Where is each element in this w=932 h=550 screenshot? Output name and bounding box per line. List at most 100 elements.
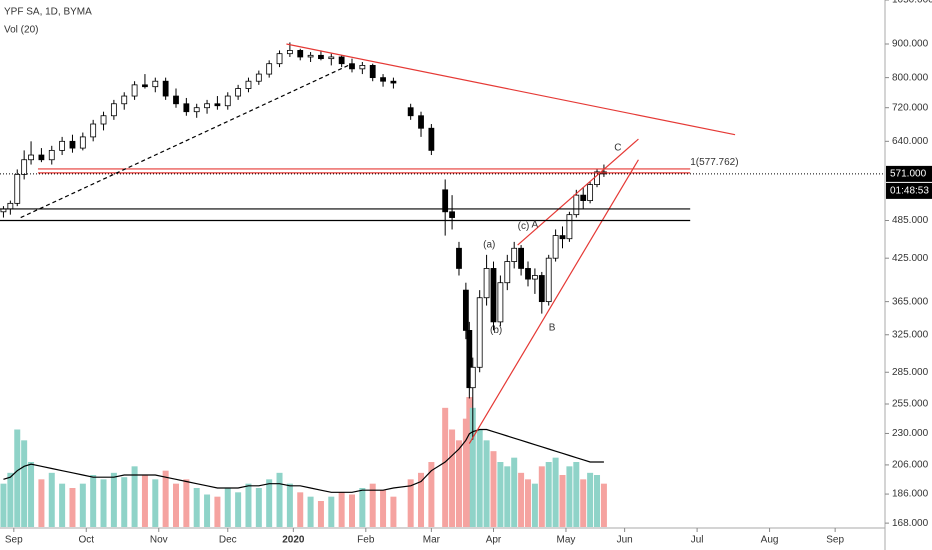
candle-body	[559, 235, 566, 240]
x-tick-label: Sep	[826, 535, 844, 546]
volume-bar	[369, 483, 376, 527]
volume-bar	[266, 479, 273, 527]
y-tick-label: 230.000	[892, 428, 929, 439]
y-tick-label: 365.000	[892, 296, 929, 307]
candle-body	[490, 268, 497, 323]
candle-body	[462, 289, 469, 331]
trend-line	[286, 43, 736, 136]
volume-bar	[0, 483, 7, 527]
y-tick-label: 800.000	[892, 72, 929, 83]
annotation: A	[531, 219, 538, 230]
y-tick-label: 168.000	[892, 518, 929, 529]
volume-bar	[173, 483, 179, 527]
volume-bar	[455, 440, 462, 527]
candle-body	[307, 54, 314, 58]
volume-bar	[141, 475, 148, 527]
volume-bar	[48, 472, 55, 527]
annotation: B	[549, 322, 556, 333]
y-tick-label: 640.000	[892, 136, 929, 147]
candle-body	[538, 275, 545, 303]
candle-body	[380, 77, 386, 82]
trend-line	[468, 159, 639, 444]
candle-body	[469, 366, 476, 389]
candle-body	[580, 194, 587, 201]
candle-body	[48, 149, 55, 161]
volume-bar	[255, 488, 262, 527]
candle-body	[390, 80, 397, 84]
volume-bar	[338, 492, 345, 527]
x-tick-label: Aug	[761, 535, 779, 546]
candle-body	[79, 136, 86, 149]
candle-body	[552, 235, 559, 259]
candle-body	[131, 84, 138, 97]
candle-body	[318, 54, 324, 60]
y-tick-label: 720.000	[892, 102, 929, 113]
y-tick-label: 255.000	[892, 399, 929, 410]
volume-bar	[476, 429, 483, 527]
volume-bar	[235, 492, 242, 527]
annotation: (c)	[518, 221, 530, 232]
volume-bar	[511, 457, 518, 527]
volume-bar	[418, 472, 425, 527]
candle-body	[286, 50, 293, 55]
volume-bar	[587, 472, 594, 527]
volume-bar	[428, 462, 435, 527]
volume-bar	[390, 496, 397, 527]
volume-bar	[7, 472, 14, 527]
countdown-tag	[886, 182, 932, 199]
candle-body	[566, 214, 573, 240]
volume-bar	[466, 397, 473, 527]
volume-bar	[224, 488, 231, 527]
candle-body	[456, 247, 462, 269]
volume-bar	[193, 488, 200, 527]
volume-bar	[90, 475, 97, 527]
candle-body	[162, 80, 169, 97]
candle-body	[449, 211, 455, 218]
candle-body	[545, 257, 552, 303]
volume-bar	[469, 407, 476, 527]
candle-body	[359, 65, 366, 70]
x-tick-label: Feb	[357, 535, 375, 546]
candle-body	[7, 202, 14, 210]
candle-body	[173, 95, 179, 105]
volume-bar	[380, 490, 387, 527]
annotation: C	[614, 143, 621, 154]
candle-body	[276, 53, 283, 65]
volume-bar	[573, 462, 580, 527]
volume-bar	[14, 429, 21, 527]
volume-bar	[28, 462, 35, 527]
x-tick-label: 2020	[282, 535, 305, 546]
countdown-label: 01:48:53	[890, 186, 929, 197]
volume-bar	[183, 479, 190, 527]
candle-body	[28, 154, 34, 161]
volume-bar	[490, 451, 497, 527]
x-tick-label: Mar	[423, 535, 441, 546]
candle-body	[266, 63, 273, 75]
candle-body	[224, 95, 231, 107]
volume-bar	[59, 483, 66, 527]
candle-body	[59, 140, 66, 151]
last-price-label: 571.000	[890, 169, 927, 180]
y-tick-label: 900.000	[892, 39, 929, 50]
volume-bar	[594, 475, 601, 527]
candle-body	[255, 73, 262, 82]
chart-title: YPF SA, 1D, BYMA	[4, 7, 92, 18]
annotation: 1(577.762)	[690, 157, 738, 168]
y-tick-label: 186.000	[892, 489, 929, 500]
candle-body	[152, 80, 159, 88]
volume-bar	[349, 494, 355, 527]
volume-bar	[407, 479, 414, 527]
candle-body	[110, 103, 117, 117]
candle-body	[69, 140, 76, 149]
volume-bar	[38, 479, 45, 527]
volume-title: Vol (20)	[4, 25, 38, 36]
candle-body	[328, 56, 335, 60]
volume-bar	[79, 483, 86, 527]
candle-body	[428, 127, 435, 151]
trend-line	[517, 138, 639, 246]
x-tick-label: Nov	[150, 535, 168, 546]
x-tick-label: May	[557, 535, 576, 546]
volume-bar	[566, 466, 573, 527]
volume-bar	[152, 479, 159, 527]
candle-body	[466, 330, 473, 389]
